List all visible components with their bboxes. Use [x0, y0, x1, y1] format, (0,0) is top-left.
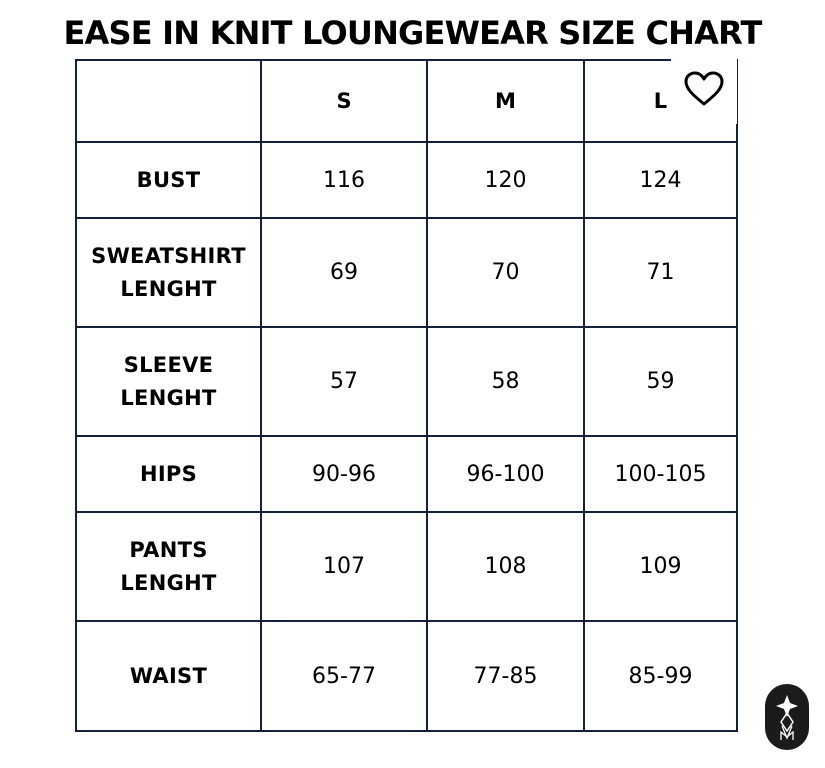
value-cell-sleeve-length-m: 58 — [426, 326, 585, 437]
row-label-bust: BUST — [75, 141, 262, 219]
row-label-sweatshirt-length: SWEATSHIRT LENGHT — [75, 217, 262, 328]
value-cell-pants-length-l: 109 — [583, 511, 738, 622]
value-cell-waist-l: 85-99 — [583, 620, 738, 732]
row-label-line: SWEATSHIRT — [91, 243, 246, 268]
value-cell-sweatshirt-length-l: 71 — [583, 217, 738, 328]
table-row-bust: BUST 116 120 124 — [75, 141, 738, 219]
value-cell-sweatshirt-length-m: 70 — [426, 217, 585, 328]
value-cell-pants-length-m: 108 — [426, 511, 585, 622]
favorite-button[interactable] — [671, 54, 737, 124]
table-row-sleeve-length: SLEEVE LENGHT 57 58 59 — [75, 326, 738, 437]
row-label-line: LENGHT — [120, 385, 217, 410]
row-label-line: LENGHT — [120, 570, 217, 595]
value-cell-bust-m: 120 — [426, 141, 585, 219]
row-label-line: BUST — [136, 167, 201, 192]
value-cell-hips-m: 96-100 — [426, 435, 585, 513]
row-label-line: SLEEVE — [123, 352, 214, 377]
table-header-row: S M L — [75, 59, 738, 143]
page-title: EASE IN KNIT LOUNGEWEAR SIZE CHART — [63, 14, 762, 52]
row-label-line: LENGHT — [120, 276, 217, 301]
table-row-waist: WAIST 65-77 77-85 85-99 — [75, 620, 738, 732]
row-label-pants-length: PANTS LENGHT — [75, 511, 262, 622]
value-cell-waist-s: 65-77 — [260, 620, 428, 732]
value-cell-waist-m: 77-85 — [426, 620, 585, 732]
value-cell-bust-s: 116 — [260, 141, 428, 219]
value-cell-sleeve-length-s: 57 — [260, 326, 428, 437]
table-row-hips: HIPS 90-96 96-100 100-105 — [75, 435, 738, 513]
row-label-line: HIPS — [139, 461, 198, 486]
row-label-sleeve-length: SLEEVE LENGHT — [75, 326, 262, 437]
column-header-m: M — [426, 59, 585, 143]
row-label-line: PANTS — [129, 537, 208, 562]
value-cell-bust-l: 124 — [583, 141, 738, 219]
value-cell-hips-s: 90-96 — [260, 435, 428, 513]
brand-logo-badge[interactable] — [765, 684, 809, 750]
value-cell-pants-length-s: 107 — [260, 511, 428, 622]
value-cell-hips-l: 100-105 — [583, 435, 738, 513]
row-label-line: WAIST — [129, 663, 208, 688]
table-row-pants-length: PANTS LENGHT 107 108 109 — [75, 511, 738, 622]
brand-logo-icon — [776, 695, 798, 740]
row-label-waist: WAIST — [75, 620, 262, 732]
heart-outline-icon[interactable] — [684, 71, 724, 107]
header-empty-cell — [75, 59, 262, 143]
row-label-hips: HIPS — [75, 435, 262, 513]
table-row-sweatshirt-length: SWEATSHIRT LENGHT 69 70 71 — [75, 217, 738, 328]
size-chart-table: S M L BUST 116 120 124 SWEATSHIRT LENGHT… — [75, 59, 738, 732]
value-cell-sleeve-length-l: 59 — [583, 326, 738, 437]
value-cell-sweatshirt-length-s: 69 — [260, 217, 428, 328]
column-header-s: S — [260, 59, 428, 143]
